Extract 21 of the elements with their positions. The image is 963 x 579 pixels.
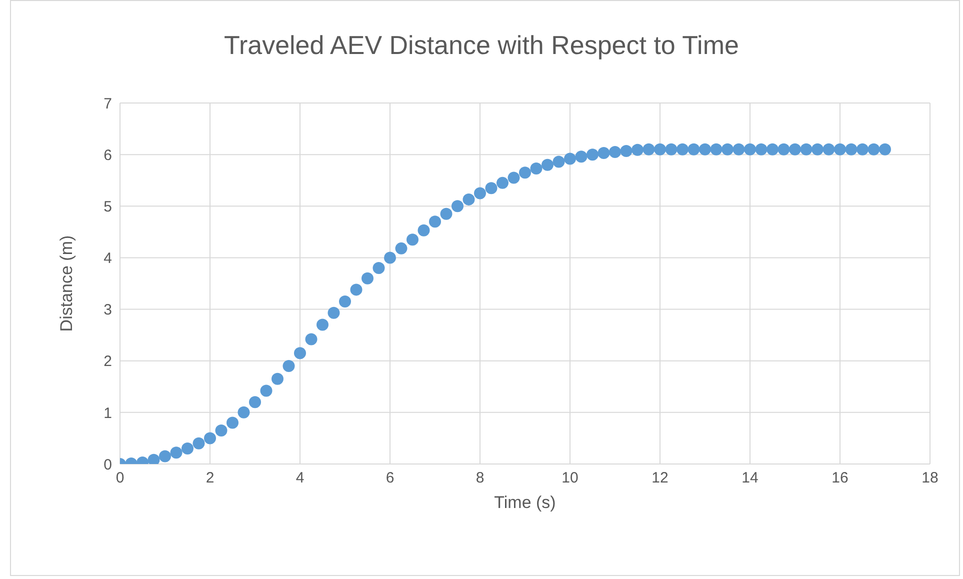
x-tick-label: 4 <box>296 470 304 487</box>
y-tick-label: 0 <box>104 456 112 474</box>
y-tick-label: 7 <box>104 95 112 112</box>
y-tick-label: 4 <box>104 250 112 268</box>
y-tick-label: 6 <box>104 146 112 164</box>
y-tick-label: 1 <box>104 404 112 422</box>
y-tick-label: 2 <box>104 353 112 370</box>
x-axis-title: Time (s) <box>494 493 556 512</box>
y-tick-label: 5 <box>104 198 112 216</box>
y-tick-label: 3 <box>104 302 112 319</box>
x-tick-label: 10 <box>562 470 578 487</box>
x-tick-label: 8 <box>476 470 484 487</box>
x-tick-label: 14 <box>742 470 758 487</box>
chart-title: Traveled AEV Distance with Respect to Time <box>223 30 740 61</box>
x-tick-label: 16 <box>832 470 848 487</box>
x-tick-label: 6 <box>386 470 394 487</box>
y-axis-title: Distance (m) <box>57 235 76 332</box>
x-tick-label: 2 <box>206 470 214 487</box>
x-tick-label: 18 <box>922 470 938 487</box>
x-tick-label: 0 <box>116 470 124 487</box>
x-tick-label: 12 <box>652 470 668 487</box>
